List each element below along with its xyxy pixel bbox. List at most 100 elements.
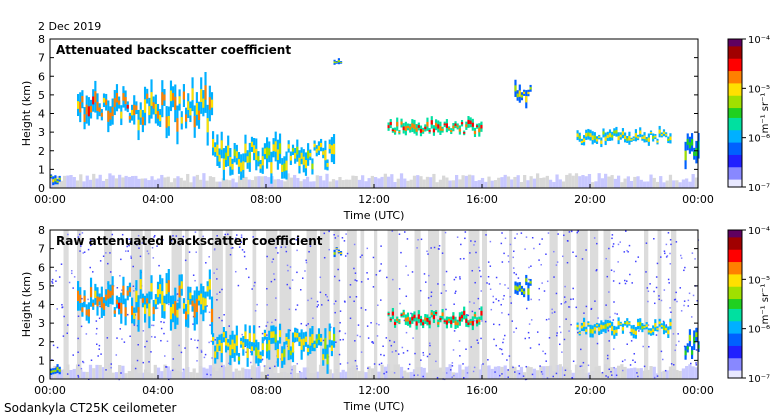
layer-core bbox=[525, 278, 528, 282]
haze-cell bbox=[565, 174, 569, 188]
layer-core bbox=[231, 163, 234, 170]
layer-core bbox=[639, 321, 642, 326]
colorbar-step bbox=[728, 299, 742, 303]
layer-core bbox=[628, 322, 631, 325]
layer-core bbox=[302, 156, 305, 165]
x-tick-label: 12:00 bbox=[358, 193, 390, 206]
plot-area bbox=[50, 39, 698, 188]
colorbar-step bbox=[728, 348, 742, 352]
noise-speck bbox=[653, 290, 655, 293]
layer-core bbox=[582, 138, 586, 143]
noise-speck bbox=[612, 245, 614, 248]
noise-speck bbox=[133, 290, 135, 292]
layer-core bbox=[268, 148, 271, 156]
haze-cell bbox=[665, 370, 669, 379]
haze-cell bbox=[257, 365, 261, 379]
noise-speck bbox=[164, 355, 166, 357]
haze-cell bbox=[121, 365, 125, 379]
colorbar-step bbox=[728, 135, 742, 139]
noise-speck bbox=[366, 247, 369, 250]
layer-core bbox=[600, 324, 603, 330]
layer-core bbox=[337, 250, 340, 253]
noise-speck bbox=[109, 238, 112, 241]
noise-speck bbox=[426, 355, 429, 358]
noise-speck bbox=[219, 291, 221, 293]
noise-speck bbox=[151, 324, 153, 327]
colorbar-step bbox=[728, 53, 742, 57]
haze-cell bbox=[655, 181, 660, 188]
layer-core bbox=[272, 331, 275, 338]
noise-speck bbox=[359, 256, 362, 258]
layer-core bbox=[259, 355, 262, 360]
haze-cell bbox=[383, 173, 387, 188]
noise-speck bbox=[289, 287, 291, 290]
colorbar-step bbox=[728, 122, 742, 126]
layer-core bbox=[281, 353, 284, 361]
noise-speck bbox=[380, 245, 382, 247]
colorbar-step bbox=[728, 172, 742, 176]
layer-core bbox=[456, 125, 459, 128]
haze-cell bbox=[542, 366, 546, 379]
noise-speck bbox=[305, 377, 307, 380]
layer-core bbox=[624, 322, 627, 325]
noise-speck bbox=[202, 235, 204, 238]
haze-cell bbox=[156, 367, 161, 379]
noise-speck bbox=[291, 368, 293, 371]
layer-core bbox=[304, 336, 308, 342]
haze-cell bbox=[215, 181, 219, 188]
haze-cell bbox=[286, 173, 290, 188]
noise-speck bbox=[546, 280, 549, 283]
haze-cell bbox=[390, 174, 394, 188]
haze-cell bbox=[396, 178, 400, 188]
colorbar-step bbox=[728, 140, 742, 144]
haze-cell bbox=[59, 180, 63, 188]
noise-speck bbox=[422, 354, 425, 356]
noise-speck bbox=[468, 301, 471, 303]
haze-cell bbox=[594, 181, 598, 188]
colorbar-step bbox=[728, 247, 742, 251]
noise-speck bbox=[435, 360, 437, 363]
layer-core bbox=[458, 316, 461, 322]
noise-speck bbox=[182, 235, 185, 238]
noise-speck bbox=[484, 320, 487, 323]
colorbar-step bbox=[728, 85, 742, 89]
noise-speck bbox=[128, 244, 130, 247]
layer-core bbox=[387, 313, 390, 315]
haze-cell bbox=[500, 177, 504, 188]
haze-cell bbox=[416, 175, 420, 188]
layer-core bbox=[122, 285, 125, 296]
layer-core bbox=[593, 135, 596, 140]
noise-speck bbox=[564, 369, 567, 372]
noise-speck bbox=[56, 346, 59, 349]
haze-cell bbox=[399, 366, 404, 379]
haze-cell bbox=[105, 178, 109, 188]
noise-speck bbox=[240, 241, 243, 243]
noise-speck bbox=[105, 252, 107, 254]
noise-speck bbox=[654, 302, 656, 305]
haze-cell bbox=[377, 371, 381, 379]
haze-cell bbox=[212, 177, 216, 188]
noise-speck bbox=[132, 265, 134, 268]
layer-core bbox=[185, 114, 188, 122]
layer-core bbox=[649, 131, 653, 134]
noise-speck bbox=[130, 257, 132, 259]
layer-core bbox=[89, 105, 93, 113]
noise-speck bbox=[203, 356, 206, 359]
colorbar-step bbox=[728, 154, 742, 158]
noise-speck bbox=[577, 230, 579, 233]
noise-speck bbox=[305, 324, 308, 327]
layer-core bbox=[191, 88, 194, 101]
noise-speck bbox=[372, 286, 375, 288]
layer-core bbox=[645, 324, 648, 327]
layer-core bbox=[248, 333, 251, 342]
noise-speck bbox=[97, 355, 99, 357]
layer-core bbox=[167, 280, 170, 293]
layer-core bbox=[443, 320, 446, 323]
haze-cell bbox=[438, 179, 443, 188]
noise-speck bbox=[407, 368, 410, 370]
haze-cell bbox=[364, 181, 368, 188]
low-level-haze bbox=[50, 173, 698, 188]
noise-speck bbox=[266, 321, 269, 324]
noise-speck bbox=[692, 294, 695, 297]
noise-speck bbox=[383, 372, 385, 375]
